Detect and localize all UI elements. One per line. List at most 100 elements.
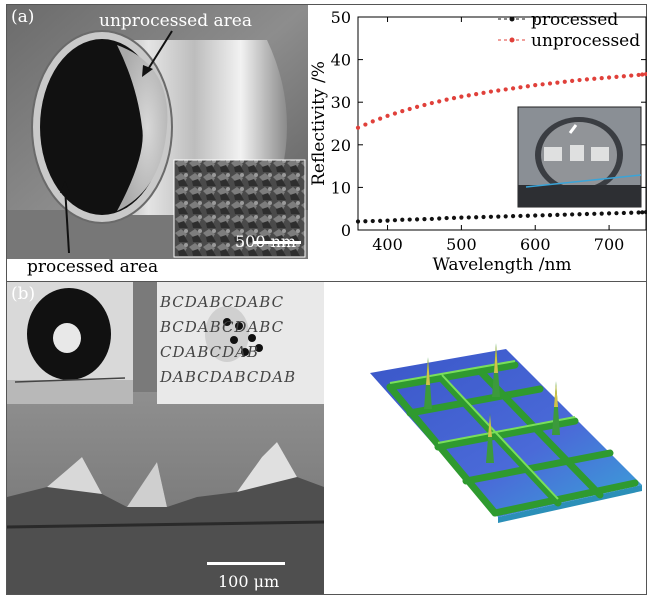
- data-point-unprocessed: [414, 104, 420, 109]
- data-point-unprocessed: [599, 76, 604, 81]
- data-point-processed: [496, 214, 501, 219]
- data-point-unprocessed: [459, 94, 464, 99]
- data-point-unprocessed: [636, 72, 641, 78]
- data-point-unprocessed: [429, 100, 434, 106]
- data-point-unprocessed: [422, 102, 427, 108]
- letters-row: DABCDABCDAB: [160, 368, 297, 386]
- data-point-processed: [474, 215, 479, 220]
- data-point-processed: [355, 219, 361, 224]
- letters-row: BCDABCDABC: [160, 293, 285, 311]
- reflectivity-chart: 400 500 600 700 0 10 20 30 40 50 Wavelength /nm Ref…: [309, 8, 647, 275]
- data-point-processed: [363, 219, 368, 224]
- data-point-processed: [614, 211, 619, 216]
- processed-area-label: processed area: [27, 257, 159, 277]
- data-point-unprocessed: [370, 119, 375, 124]
- data-point-processed: [437, 216, 442, 221]
- data-point-processed: [621, 210, 626, 216]
- data-point-processed: [640, 210, 645, 215]
- y-tick-label: 10: [331, 178, 351, 197]
- 3d-surface-plot: [370, 343, 642, 523]
- data-point-unprocessed: [466, 93, 471, 98]
- data-point-processed: [629, 210, 634, 215]
- data-point-processed: [378, 218, 383, 223]
- cylinder-photo: [7, 5, 308, 259]
- data-point-unprocessed: [437, 99, 442, 104]
- data-point-unprocessed: [451, 96, 457, 101]
- letters-row: BCDABCDABC: [160, 318, 285, 336]
- data-point-unprocessed: [533, 83, 538, 88]
- data-point-unprocessed: [518, 85, 523, 90]
- x-tick-label: 700: [594, 235, 625, 254]
- data-point-unprocessed: [488, 89, 494, 94]
- data-point-processed: [444, 215, 449, 221]
- data-point-unprocessed: [474, 92, 479, 97]
- data-point-unprocessed: [621, 74, 626, 79]
- legend-label-unprocessed: unprocessed: [531, 31, 640, 51]
- y-axis-label: Reflectivity /%: [309, 61, 329, 186]
- data-point-processed: [385, 218, 390, 223]
- droplet-inset: [517, 106, 642, 208]
- data-point-processed: [429, 216, 434, 222]
- data-point-processed: [459, 215, 464, 220]
- panel-b-drawing: [7, 282, 324, 594]
- legend-label-processed: processed: [531, 10, 618, 30]
- y-tick-label: 20: [331, 136, 351, 155]
- figure-frame: [6, 4, 647, 595]
- x-tick-label: 500: [446, 235, 477, 254]
- data-point-unprocessed: [629, 73, 634, 78]
- data-point-processed: [533, 213, 538, 218]
- x-tick-label: 400: [372, 235, 403, 254]
- data-point-unprocessed: [584, 77, 590, 82]
- data-point-unprocessed: [614, 74, 619, 79]
- data-point-unprocessed: [496, 88, 501, 93]
- letters-row: CDABCDAB: [160, 343, 259, 361]
- data-point-processed: [466, 215, 471, 220]
- data-point-processed: [525, 213, 530, 218]
- data-point-processed: [577, 212, 582, 217]
- data-point-unprocessed: [407, 106, 412, 112]
- y-tick-label: 0: [341, 221, 351, 240]
- data-point-processed: [510, 214, 516, 219]
- data-point-processed: [488, 214, 494, 219]
- data-point-unprocessed: [385, 113, 390, 118]
- data-point-unprocessed: [577, 77, 582, 83]
- data-point-unprocessed: [481, 90, 486, 95]
- data-point-processed: [570, 212, 575, 217]
- data-point-processed: [547, 212, 553, 218]
- data-point-unprocessed: [363, 122, 368, 127]
- data-point-processed: [599, 211, 604, 216]
- data-point-unprocessed: [562, 79, 567, 84]
- panel-a-tag: (a): [11, 7, 35, 27]
- data-point-processed: [451, 215, 457, 220]
- letters-grid: BCDABCDABC BCDABCDABC CDABCDAB DABCDABCD…: [160, 290, 320, 390]
- data-point-processed: [643, 210, 647, 215]
- data-point-processed: [422, 217, 427, 222]
- data-point-processed: [540, 213, 545, 218]
- data-point-unprocessed: [547, 81, 553, 86]
- data-point-unprocessed: [444, 97, 449, 102]
- data-point-unprocessed: [640, 72, 645, 77]
- data-point-unprocessed: [503, 87, 508, 92]
- data-point-unprocessed: [525, 84, 530, 89]
- data-point-unprocessed: [592, 76, 597, 81]
- unprocessed-area-label: unprocessed area: [99, 11, 252, 31]
- data-point-processed: [555, 212, 560, 217]
- legend-marker-processed: [509, 16, 515, 22]
- data-point-unprocessed: [378, 116, 383, 121]
- data-point-unprocessed: [606, 75, 612, 80]
- data-point-processed: [392, 218, 398, 223]
- data-point-unprocessed: [540, 82, 545, 87]
- panel-divider: [6, 281, 647, 282]
- data-point-unprocessed: [355, 125, 361, 130]
- data-point-processed: [503, 214, 508, 219]
- data-point-processed: [562, 212, 567, 217]
- data-point-unprocessed: [570, 78, 575, 83]
- data-point-unprocessed: [643, 71, 647, 77]
- data-point-processed: [636, 210, 641, 215]
- x-tick-label: 600: [520, 235, 551, 254]
- cylinder-photo-drawing: [7, 5, 308, 259]
- data-point-processed: [584, 211, 590, 217]
- data-point-processed: [370, 218, 375, 224]
- panel-b-photos: [7, 282, 324, 594]
- data-point-processed: [606, 211, 612, 216]
